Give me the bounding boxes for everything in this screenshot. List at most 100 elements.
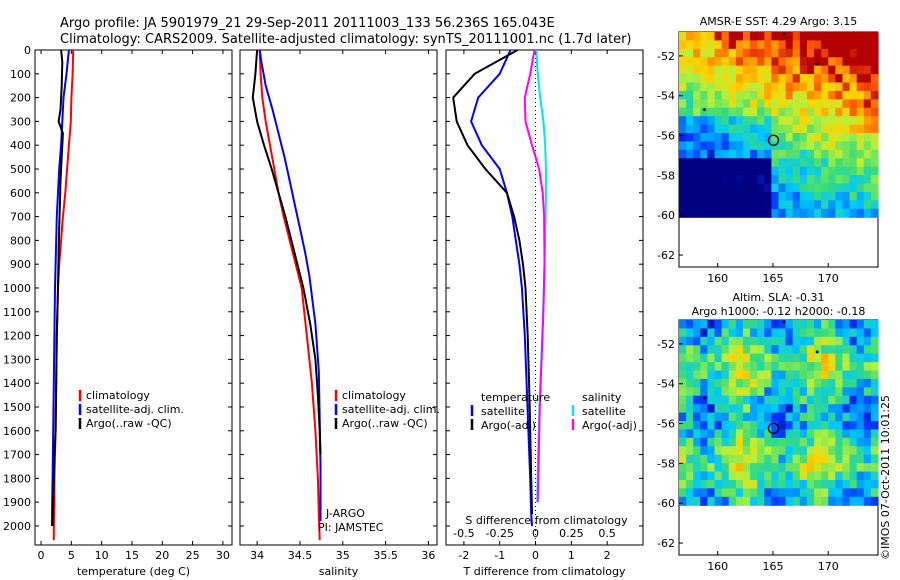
map-cell (750, 429, 758, 439)
map-cell (856, 479, 865, 489)
map-cell (750, 141, 758, 151)
top-tick-label: -0.5 (453, 527, 474, 540)
map-cell (721, 446, 730, 456)
map-cell (835, 166, 844, 176)
map-cell (835, 124, 844, 134)
map-cell (856, 437, 865, 447)
map-cell (764, 40, 772, 50)
map-cell (700, 107, 709, 117)
map-cell (814, 496, 822, 506)
map-cell (814, 479, 822, 489)
map-cell (757, 124, 765, 134)
map-cell (757, 40, 765, 50)
map-cell (863, 488, 872, 498)
map-cell (821, 463, 829, 473)
map-title: AMSR-E SST: 4.29 Argo: 3.15 (700, 15, 858, 28)
map-cell (821, 48, 829, 58)
map-cell (828, 454, 836, 464)
map-cell (821, 320, 829, 330)
map-cell (849, 328, 858, 338)
y-tick-label: -56 (657, 418, 675, 431)
series-line (51, 49, 64, 527)
map-cell (778, 149, 787, 159)
map-cell (742, 488, 751, 498)
map-cell (764, 378, 772, 388)
map-cell (757, 378, 765, 388)
map-cell (742, 345, 751, 355)
map-cell (835, 378, 844, 388)
map-cell (721, 82, 730, 92)
map-cell (750, 320, 758, 330)
map-cell (771, 471, 780, 481)
map-cell (778, 454, 787, 464)
map-cell (735, 65, 744, 75)
difference-panel: -2 -1 0 1 2 -0.5 -0.25 0 0.25 0.5S difference fro… (445, 49, 644, 578)
map-cell (700, 191, 709, 201)
map-cell (835, 429, 844, 439)
map-cell (806, 496, 815, 506)
map-cell (806, 133, 815, 143)
map-cell (835, 183, 844, 193)
map-cell (806, 200, 815, 210)
map-cell (707, 74, 716, 84)
map-cell (693, 454, 701, 464)
map-cell (707, 454, 716, 464)
map-cell (792, 191, 801, 201)
map-cell (799, 191, 808, 201)
map-cell (764, 421, 772, 431)
map-cell (742, 133, 751, 143)
map-cell (792, 32, 801, 42)
map-cell (849, 158, 858, 168)
legend-heading: salinity (582, 391, 622, 404)
map-cell (856, 336, 865, 346)
map-cell (679, 387, 687, 397)
map-cell (728, 65, 737, 75)
map-cell (700, 378, 709, 388)
map-cell (835, 200, 844, 210)
map-cell (700, 40, 709, 50)
map-cell (735, 412, 744, 422)
map-cell (742, 471, 751, 481)
map-cell (806, 175, 815, 185)
map-cell (686, 57, 694, 67)
map-cell (856, 446, 865, 456)
map-cell (821, 116, 829, 126)
map-cell (714, 429, 723, 439)
map-cell (828, 90, 836, 100)
map-cell (735, 395, 744, 405)
map-cell (693, 32, 701, 42)
map-cell (814, 99, 822, 109)
map-cell (714, 191, 723, 201)
map-cell (849, 421, 858, 431)
map-cell (693, 48, 701, 58)
map-cell (806, 421, 815, 431)
map-cell (835, 387, 844, 397)
map-cell (735, 336, 744, 346)
map-cell (863, 479, 872, 489)
map-cell (856, 158, 865, 168)
map-cell (757, 166, 765, 176)
map-cell (693, 496, 701, 506)
map-cell (849, 336, 858, 346)
map-cell (821, 107, 829, 117)
map-cell (707, 183, 716, 193)
map-cell (679, 345, 687, 355)
map-cell (750, 412, 758, 422)
map-cell (757, 175, 765, 185)
map-cell (849, 90, 858, 100)
map-cell (728, 90, 737, 100)
x-tick-label: 2 (604, 549, 611, 562)
map-cell (707, 82, 716, 92)
map-cell (870, 471, 879, 481)
map-cell (707, 437, 716, 447)
map-cell (742, 149, 751, 159)
map-cell (757, 90, 765, 100)
map-cell (700, 421, 709, 431)
map-cell (835, 345, 844, 355)
map-cell (849, 200, 858, 210)
map-cell (742, 116, 751, 126)
map-cell (785, 387, 794, 397)
map-cell (686, 74, 694, 84)
map-cell (785, 133, 794, 143)
map-cell (757, 421, 765, 431)
